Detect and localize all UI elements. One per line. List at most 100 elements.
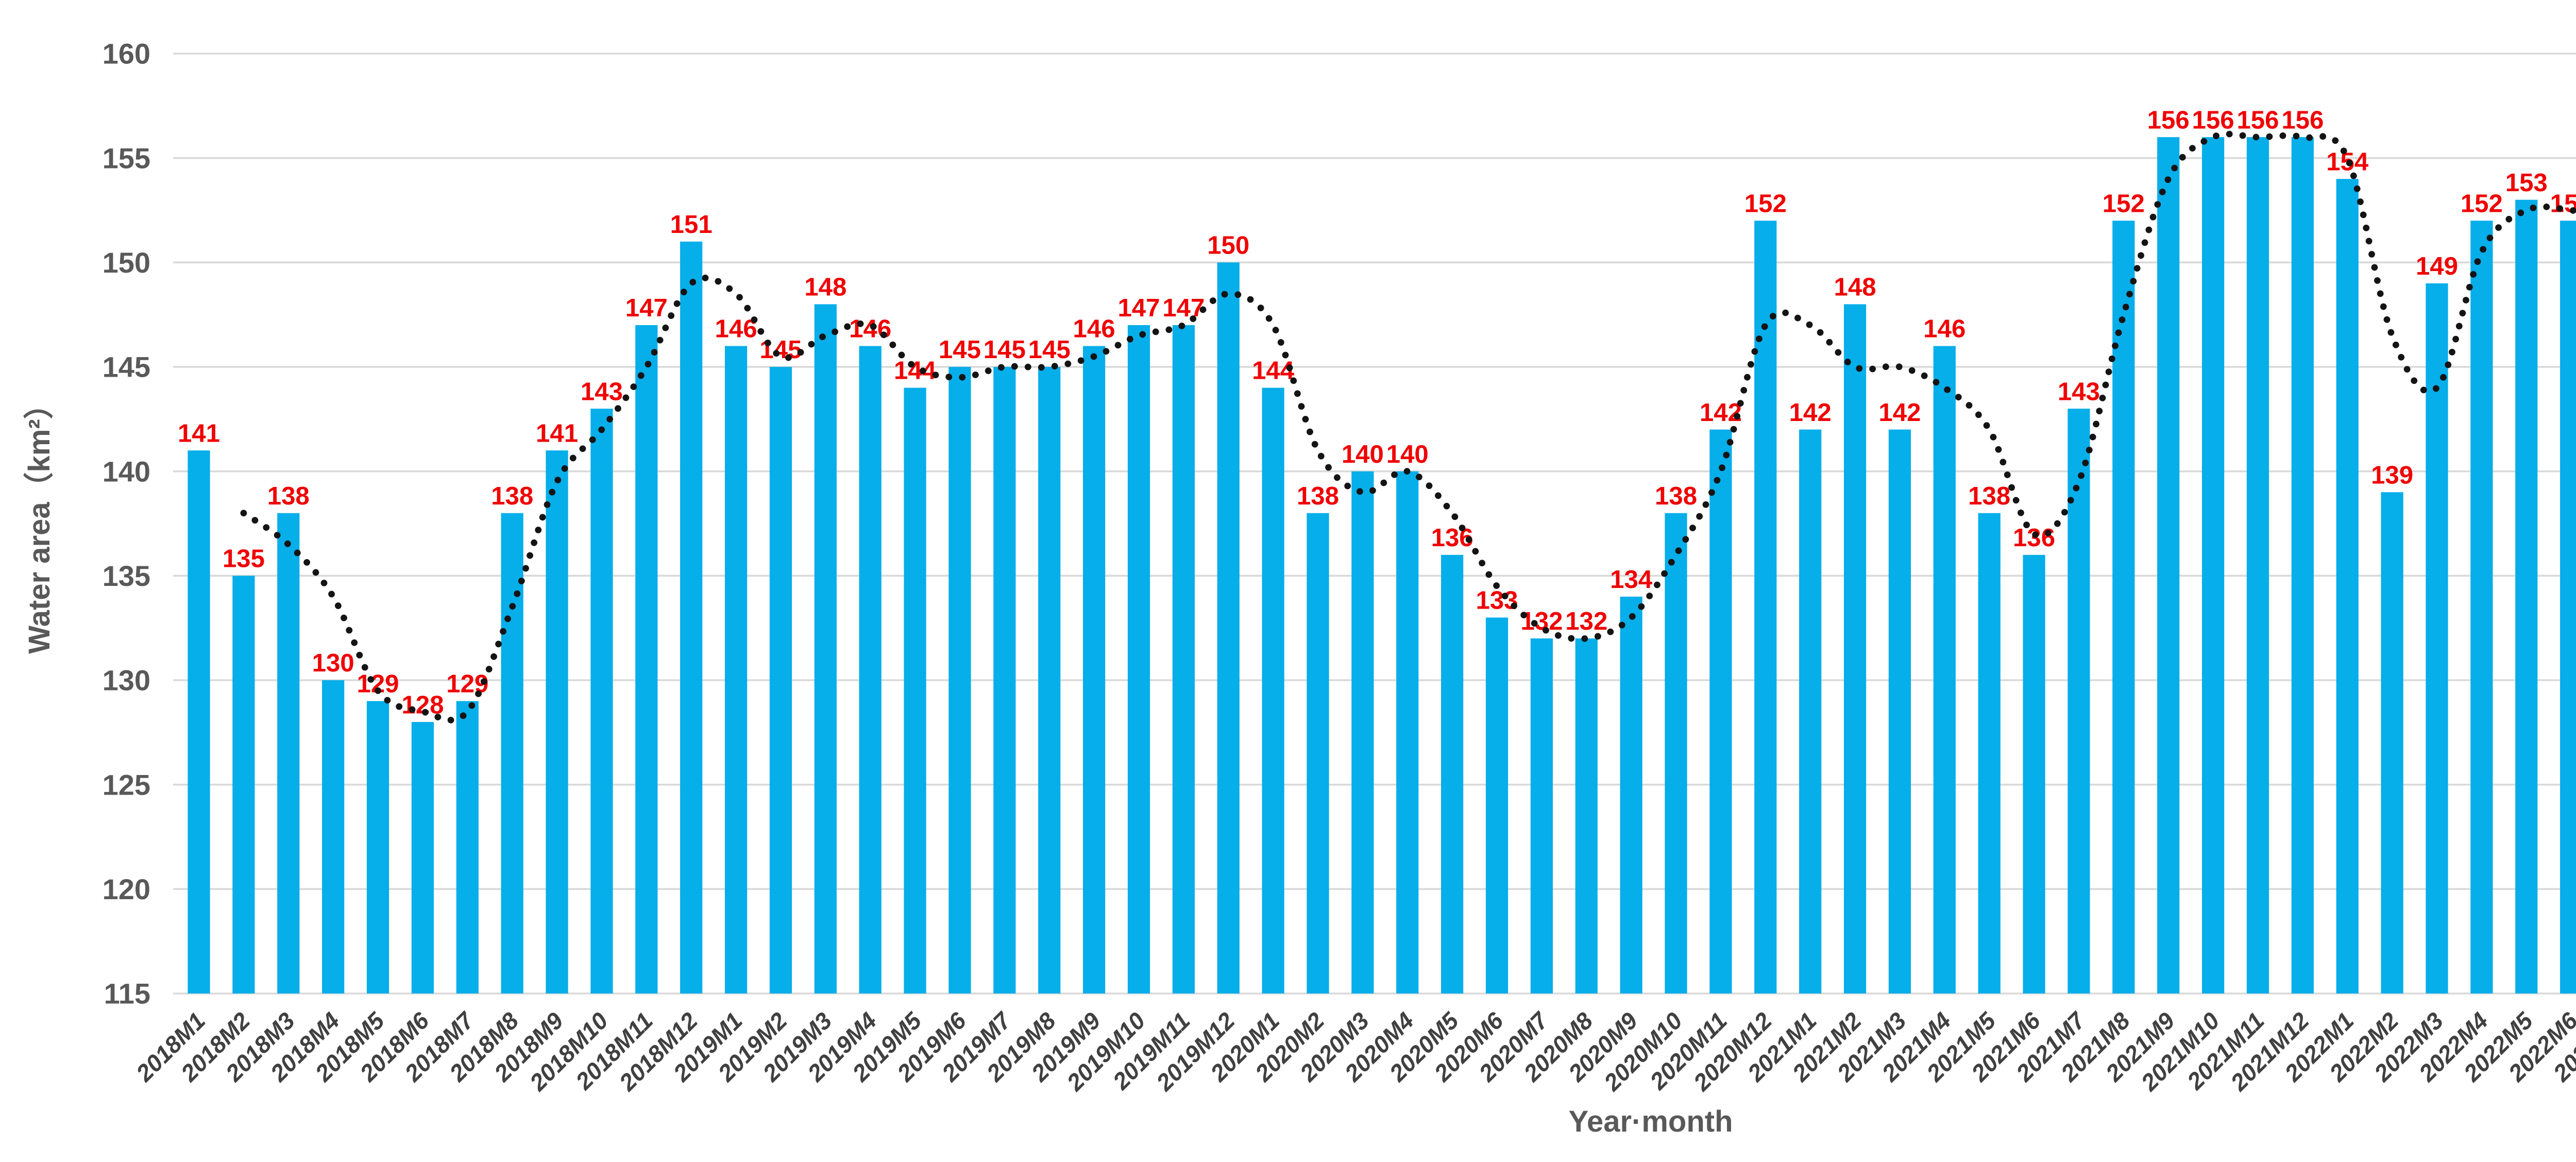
value-label-2022M4: 152 — [2461, 189, 2503, 217]
value-label-2019M5: 144 — [894, 357, 937, 385]
value-label-2021M3: 142 — [1878, 398, 1921, 427]
y-tick-label-150: 150 — [103, 246, 150, 279]
x-axis-title: Year·month — [1568, 1105, 1733, 1138]
value-label-2021M9: 156 — [2147, 106, 2190, 134]
y-tick-label-140: 140 — [103, 455, 150, 487]
bar-2022M6 — [2560, 221, 2576, 993]
value-label-2021M11: 156 — [2236, 106, 2279, 134]
gridlines — [173, 53, 2576, 995]
value-label-2019M12: 150 — [1207, 231, 1249, 260]
value-label-2020M2: 138 — [1297, 482, 1339, 510]
y-tick-label-160: 160 — [103, 38, 150, 70]
y-tick-label-125: 125 — [103, 768, 150, 801]
value-label-2019M9: 146 — [1073, 315, 1115, 343]
bar-2021M8 — [2112, 221, 2135, 993]
bar-2020M7 — [1530, 638, 1553, 993]
bar-2022M2 — [2381, 492, 2403, 993]
value-label-2020M3: 140 — [1342, 440, 1384, 468]
value-label-2022M3: 149 — [2416, 252, 2458, 280]
bar-2020M6 — [1485, 617, 1509, 993]
bar-2020M4 — [1396, 471, 1419, 993]
bar-2022M4 — [2470, 221, 2493, 993]
bar-2019M10 — [1127, 325, 1150, 994]
value-label-2021M12: 156 — [2281, 106, 2324, 134]
value-label-2020M4: 140 — [1386, 440, 1429, 468]
bar-2022M1 — [2336, 179, 2359, 994]
value-label-2019M4: 146 — [849, 315, 891, 343]
bar-2018M9 — [546, 450, 568, 993]
bar-2020M1 — [1262, 388, 1284, 993]
bar-2021M9 — [2157, 137, 2180, 993]
bar-2021M2 — [1843, 304, 1867, 993]
value-label-2021M7: 143 — [2058, 377, 2100, 406]
bar-2018M11 — [635, 325, 658, 994]
bar-2019M2 — [769, 367, 792, 993]
value-label-2020M1: 144 — [1252, 357, 1295, 385]
value-label-2021M5: 138 — [1968, 482, 2010, 510]
x-axis-tick-labels: 2018M12018M22018M32018M42018M52018M62018… — [130, 1006, 2576, 1097]
bar-2021M4 — [1933, 346, 1956, 993]
bar-2020M10 — [1665, 513, 1687, 993]
value-label-2022M5: 153 — [2505, 169, 2548, 197]
bar-2020M5 — [1441, 554, 1464, 993]
value-label-2020M6: 133 — [1476, 586, 1518, 615]
y-tick-label-120: 120 — [103, 873, 150, 905]
y-tick-label-145: 145 — [103, 351, 150, 383]
y-tick-label-155: 155 — [103, 142, 150, 174]
trend-line — [240, 130, 2576, 723]
value-label-2021M4: 146 — [1923, 315, 1965, 343]
value-labels: 1411351381301291281291381411431471511461… — [178, 106, 2576, 719]
value-label-2019M10: 147 — [1117, 294, 1160, 322]
bar-2018M8 — [501, 513, 523, 993]
value-label-2021M10: 156 — [2192, 106, 2234, 134]
value-label-2018M3: 138 — [267, 482, 310, 510]
bar-2019M12 — [1217, 262, 1240, 993]
value-label-2019M3: 148 — [804, 273, 846, 301]
bars — [188, 137, 2576, 994]
bar-2018M3 — [277, 513, 300, 993]
y-axis-title: Water area（km²） — [23, 389, 56, 654]
bar-2022M3 — [2426, 283, 2448, 993]
bar-2020M9 — [1620, 596, 1642, 993]
value-label-2020M12: 152 — [1744, 189, 1787, 217]
bar-2020M8 — [1575, 638, 1598, 993]
value-label-2019M6: 145 — [939, 335, 981, 364]
bar-2022M5 — [2515, 199, 2538, 994]
value-label-2021M1: 142 — [1789, 398, 1832, 427]
value-label-2020M8: 132 — [1565, 607, 1607, 635]
bar-2019M6 — [948, 367, 971, 993]
value-label-2020M7: 132 — [1520, 607, 1563, 635]
bar-2020M11 — [1709, 429, 1732, 993]
value-label-2021M8: 152 — [2103, 189, 2145, 217]
bar-2018M7 — [456, 701, 479, 993]
bar-2021M1 — [1799, 429, 1822, 993]
value-label-2019M1: 146 — [715, 315, 757, 343]
trend-moving-average-dotted-line — [240, 130, 2576, 723]
bar-2020M2 — [1307, 513, 1329, 993]
bar-2020M12 — [1754, 221, 1777, 993]
bar-2021M7 — [2067, 409, 2090, 993]
bar-2018M10 — [590, 409, 613, 993]
y-axis-tick-labels: 115 120 125 130 135 140 145 150 155 160 — [103, 38, 150, 1010]
y-tick-label-115: 115 — [104, 978, 150, 1010]
y-tick-label-135: 135 — [103, 560, 150, 592]
value-label-2018M8: 138 — [491, 482, 533, 510]
bar-2019M4 — [859, 346, 882, 993]
value-label-2018M12: 151 — [670, 210, 713, 239]
bar-2020M3 — [1351, 471, 1374, 993]
value-label-2018M4: 130 — [312, 649, 354, 677]
value-label-2019M8: 145 — [1028, 335, 1071, 364]
y-tick-label-130: 130 — [103, 664, 150, 697]
bar-2021M3 — [1888, 429, 1911, 993]
bar-2018M4 — [322, 680, 345, 993]
value-label-2019M7: 145 — [984, 335, 1026, 364]
bar-2021M12 — [2291, 137, 2314, 993]
value-label-2022M2: 139 — [2371, 461, 2413, 489]
bar-2019M7 — [993, 367, 1016, 993]
value-label-2020M9: 134 — [1610, 565, 1653, 594]
bar-2018M12 — [680, 241, 703, 993]
value-label-2020M5: 136 — [1431, 524, 1473, 552]
value-label-2021M6: 136 — [2013, 524, 2055, 552]
